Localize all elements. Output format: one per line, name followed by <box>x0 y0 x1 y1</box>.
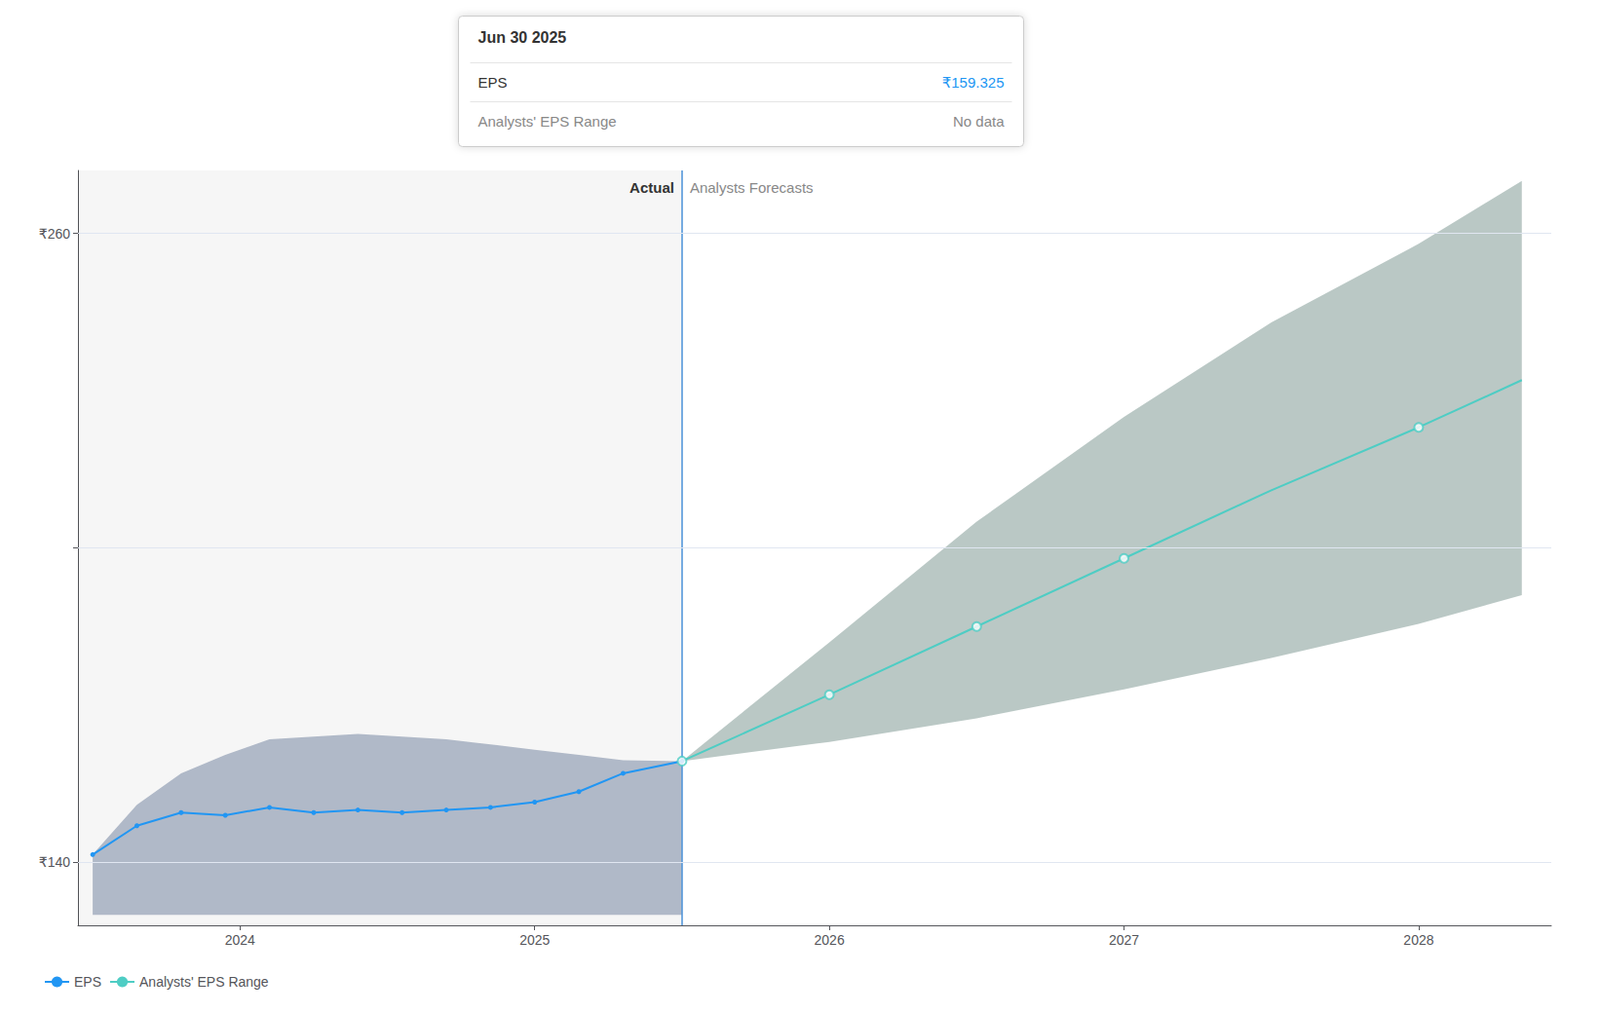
svg-text:₹260: ₹260 <box>38 226 71 242</box>
svg-text:EPS: EPS <box>74 974 102 991</box>
svg-text:Analysts' EPS Range: Analysts' EPS Range <box>139 974 269 991</box>
svg-text:Actual: Actual <box>629 179 675 196</box>
svg-text:EPS: EPS <box>478 74 508 91</box>
svg-text:Jun 30 2025: Jun 30 2025 <box>478 29 568 46</box>
svg-text:₹159.325: ₹159.325 <box>942 74 1005 91</box>
svg-text:2025: 2025 <box>519 932 550 949</box>
svg-text:Analysts Forecasts: Analysts Forecasts <box>689 179 814 196</box>
svg-text:₹140: ₹140 <box>38 854 71 871</box>
svg-text:2024: 2024 <box>225 932 256 949</box>
svg-text:Analysts' EPS Range: Analysts' EPS Range <box>478 113 617 130</box>
svg-text:2028: 2028 <box>1403 932 1434 949</box>
svg-text:No data: No data <box>952 113 1005 130</box>
svg-text:2026: 2026 <box>814 932 845 949</box>
svg-text:2027: 2027 <box>1108 932 1140 949</box>
